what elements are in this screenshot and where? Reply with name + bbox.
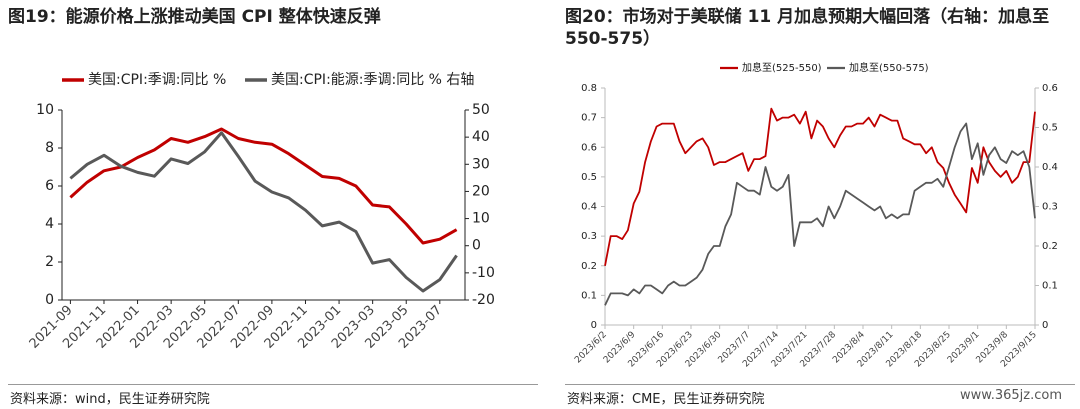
y2-tick-label: 0.4 bbox=[1042, 162, 1058, 173]
y2-tick-label: 20 bbox=[472, 183, 490, 199]
divider bbox=[565, 384, 1075, 385]
y2-tick-label: 0.6 bbox=[1042, 83, 1058, 94]
watermark: www.365jz.com bbox=[960, 388, 1062, 403]
legend-label: 加息至(550-575) bbox=[849, 61, 929, 74]
legend-label: 美国:CPI:季调:同比 % bbox=[88, 72, 226, 88]
y-tick-label: 2 bbox=[45, 254, 54, 270]
y-tick-label: 6 bbox=[45, 178, 54, 194]
legend-label: 加息至(525-550) bbox=[742, 61, 822, 74]
legend-label: 美国:CPI:能源:季调:同比 % 右轴 bbox=[271, 72, 474, 88]
y2-tick-label: 30 bbox=[472, 156, 490, 172]
source-note: 资料来源：wind，民生证券研究院 bbox=[10, 392, 210, 407]
series-line bbox=[604, 122, 1036, 306]
series-line bbox=[69, 127, 458, 245]
y2-tick-label: 0.5 bbox=[1042, 123, 1058, 134]
y2-tick-label: 0.2 bbox=[1042, 241, 1058, 252]
y-tick-label: 0.4 bbox=[581, 202, 597, 213]
y-tick-label: 0.1 bbox=[581, 290, 597, 301]
divider bbox=[8, 384, 538, 385]
y2-tick-label: 0 bbox=[472, 238, 481, 254]
y-tick-label: 0.5 bbox=[581, 172, 597, 183]
y-tick-label: 0.6 bbox=[581, 142, 597, 153]
series-line bbox=[69, 131, 458, 293]
y2-tick-label: 0 bbox=[1042, 320, 1048, 331]
y2-tick-label: -10 bbox=[472, 265, 495, 281]
series-line bbox=[604, 107, 1036, 266]
source-note: 资料来源：CME，民生证券研究院 bbox=[567, 392, 765, 407]
y2-tick-label: 10 bbox=[472, 211, 490, 227]
y2-tick-label: -20 bbox=[472, 292, 495, 308]
y-tick-label: 8 bbox=[45, 140, 54, 156]
y2-tick-label: 50 bbox=[472, 102, 490, 118]
y-tick-label: 4 bbox=[45, 216, 54, 232]
y-tick-label: 0.8 bbox=[581, 83, 597, 94]
y2-tick-label: 40 bbox=[472, 129, 490, 145]
y-tick-label: 0 bbox=[591, 320, 597, 331]
chart-title: 图19：能源价格上涨推动美国 CPI 整体快速反弹 bbox=[8, 7, 381, 27]
chart-title: 图20：市场对于美联储 11 月加息预期大幅回落（右轴：加息至 550-575） bbox=[565, 7, 1050, 49]
y-tick-label: 0.3 bbox=[581, 231, 597, 242]
y-tick-label: 10 bbox=[36, 102, 54, 118]
y-tick-label: 0.2 bbox=[581, 261, 597, 272]
y2-tick-label: 0.1 bbox=[1042, 281, 1058, 292]
y-tick-label: 0.7 bbox=[581, 113, 597, 124]
y-tick-label: 0 bbox=[45, 292, 54, 308]
y2-tick-label: 0.3 bbox=[1042, 202, 1058, 213]
